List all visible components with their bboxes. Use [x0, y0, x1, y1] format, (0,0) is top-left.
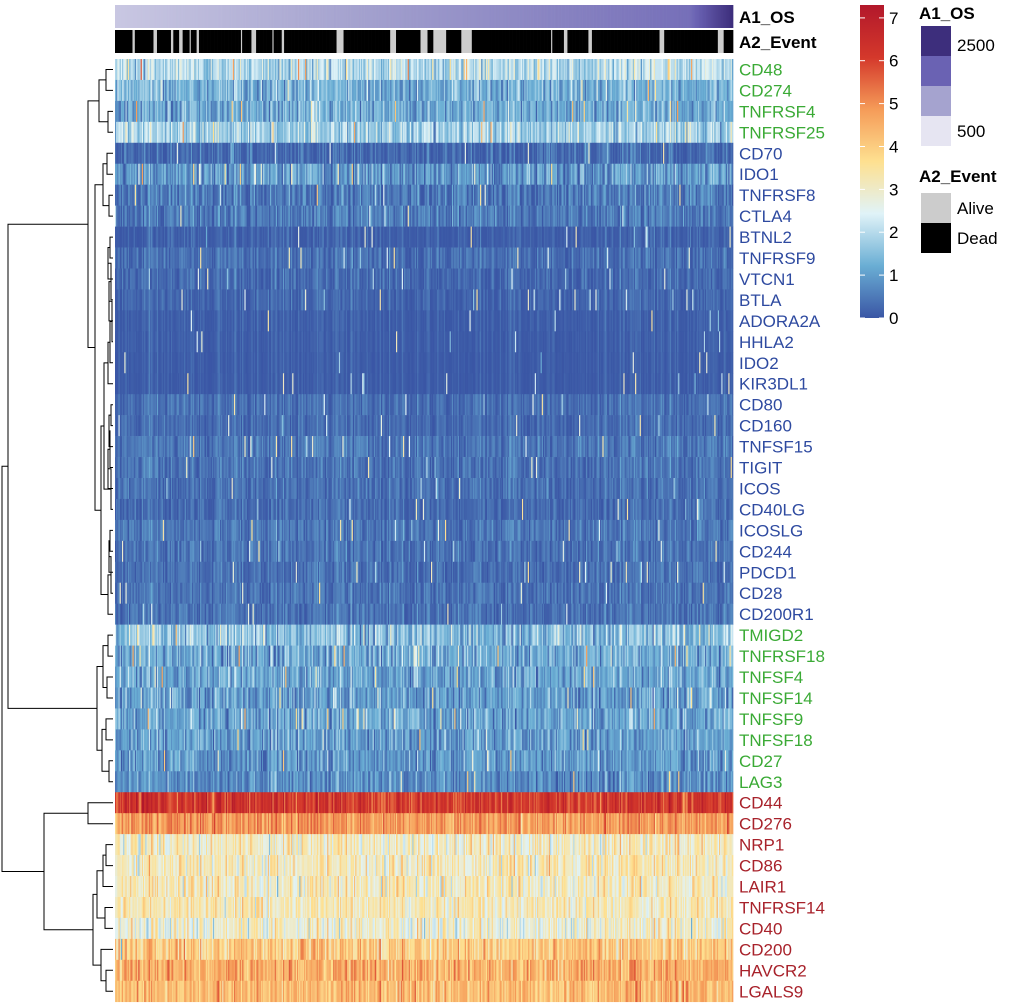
dendrogram-branch — [111, 405, 113, 426]
dendrogram-branch — [106, 845, 113, 866]
heatmap-figure: A1_OS A2_Event CD48CD274TNFRSF4TNFRSF25C… — [0, 0, 1020, 1005]
dendrogram-branch — [97, 871, 105, 918]
dendrogram-branch — [109, 761, 113, 782]
dendrogram-branch — [107, 153, 113, 174]
a1-os-label: A1_OS — [739, 8, 795, 27]
dendrogram-branch — [109, 195, 113, 216]
heatmap-cell — [732, 164, 734, 185]
dendrogram-branch — [99, 80, 108, 122]
a2-event-label: A2_Event — [739, 33, 817, 52]
dendrogram-branch — [8, 224, 97, 708]
row-dendrogram — [2, 70, 113, 992]
dendrogram-branch — [106, 70, 113, 91]
heatmap-cell — [732, 80, 734, 101]
dendrogram-branch — [106, 970, 113, 991]
dendrogram-branch — [103, 855, 113, 886]
dendrogram-branch — [107, 677, 113, 698]
dendrogram-branch — [101, 949, 113, 980]
dendrogram-branch — [95, 185, 103, 511]
dendrogram-branch — [108, 635, 113, 656]
heatmap-cell — [732, 59, 734, 80]
dendrogram-branch — [105, 908, 113, 929]
heatmap-cell — [732, 143, 734, 164]
dendrogram-branch — [106, 719, 113, 740]
dendrogram-branch — [44, 813, 93, 930]
dendrogram-branch — [88, 803, 113, 824]
a2-event-cell — [732, 30, 734, 53]
heatmap-cell — [732, 122, 734, 143]
dendrogram-branch — [108, 111, 113, 132]
a1-os-annotation-bar — [115, 5, 733, 28]
dendrogram-branch — [110, 237, 113, 258]
a2-event-annotation-bar — [115, 30, 733, 53]
dendrogram-branch — [103, 164, 109, 206]
heatmap-cells — [115, 59, 733, 1002]
heatmap-cell — [732, 185, 734, 206]
a1-os-cell — [732, 5, 734, 28]
heatmap-cell — [732, 101, 734, 122]
dendrogram-branch — [110, 530, 113, 551]
dendrogram-branch — [88, 101, 99, 348]
